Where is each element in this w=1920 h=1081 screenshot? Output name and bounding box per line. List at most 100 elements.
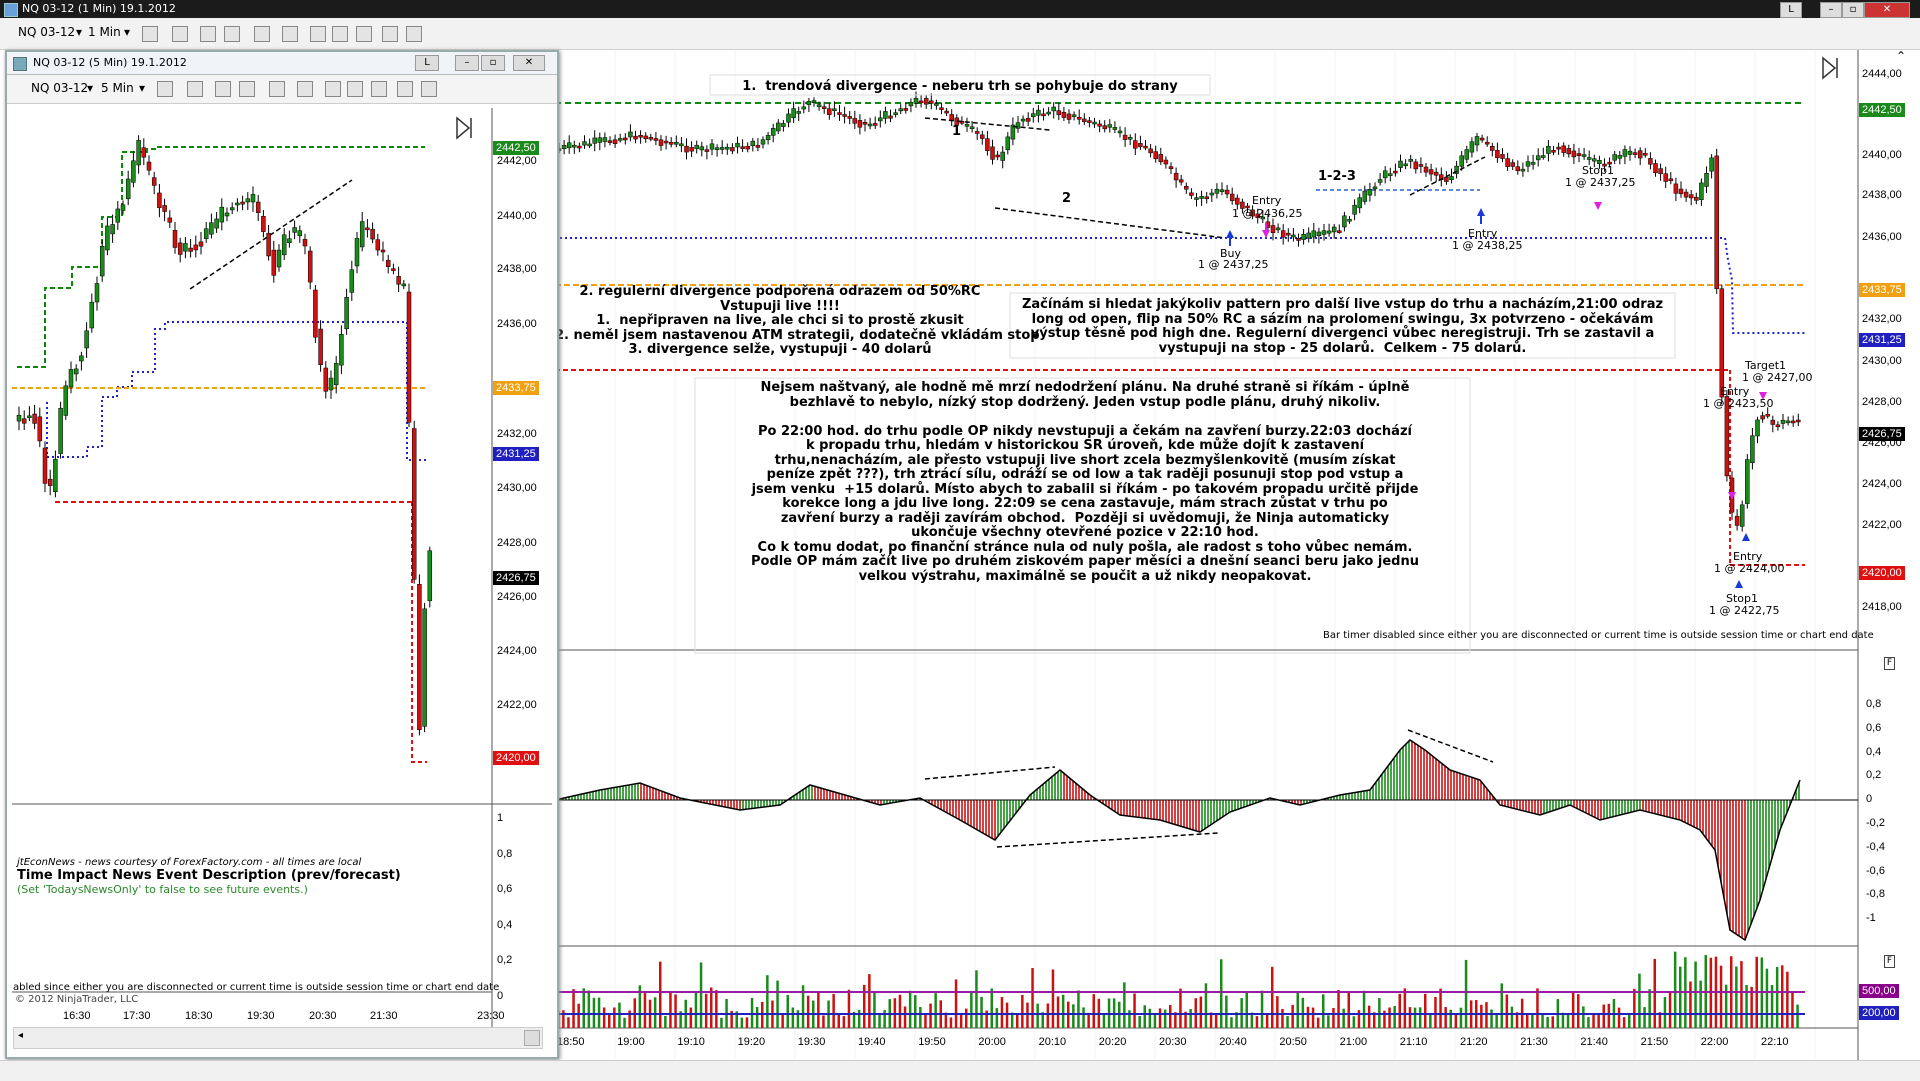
dropdown-chevron-icon[interactable]: ▾	[76, 25, 83, 39]
eraser-icon[interactable]	[224, 26, 240, 42]
main-scrollbar[interactable]	[0, 1060, 1920, 1081]
time-tick-label: 20:20	[1098, 1036, 1127, 1048]
trade-stop-label: Stop1	[1726, 592, 1759, 605]
child-scrollbar[interactable]: ◂	[13, 1027, 543, 1049]
eraser-icon[interactable]	[239, 81, 255, 97]
trade-entry-value: 1 @ 2438,25	[1452, 239, 1523, 252]
time-tick-label: 21:00	[1339, 1036, 1368, 1048]
zoom-icon[interactable]	[297, 81, 313, 97]
interval-selector[interactable]: 5 Min	[101, 81, 134, 95]
close-icon[interactable]: ✕	[1864, 2, 1910, 18]
strategies-icon[interactable]	[347, 81, 363, 97]
time-tick-label: 20:30	[1159, 1036, 1187, 1048]
link-button[interactable]: L	[1780, 2, 1802, 18]
price-tag: 2433,75	[493, 381, 539, 395]
main-chart[interactable]	[0, 50, 1920, 1080]
zoom-icon[interactable]	[282, 26, 298, 42]
time-tick-label: 20:30	[309, 1010, 337, 1022]
minimize-icon[interactable]: –	[1820, 2, 1842, 18]
time-tick-label: 19:30	[247, 1010, 275, 1022]
data-box-icon[interactable]	[421, 81, 437, 97]
price-tick-label: 2418,00	[1862, 601, 1902, 613]
instrument-selector[interactable]: NQ 03-12	[31, 81, 89, 95]
snapshot-icon[interactable]	[382, 26, 398, 42]
trade-entry-value: 1 @ 2436,25	[1232, 207, 1303, 220]
time-tick-label: 18:30	[185, 1010, 213, 1022]
price-tag: 2442,50	[1859, 103, 1905, 117]
scroll-left-icon[interactable]: ◂	[18, 1030, 24, 1041]
child-titlebar: NQ 03-12 (5 Min) 19.1.2012 L – ▫ ✕	[7, 52, 557, 75]
time-tick-label: 19:20	[737, 1036, 766, 1048]
time-tick-label: 22:00	[1700, 1036, 1729, 1048]
properties-icon[interactable]	[356, 26, 372, 42]
snapshot-icon[interactable]	[397, 81, 413, 97]
child-chart[interactable]	[7, 52, 557, 1057]
time-tick-label: 21:10	[1399, 1036, 1428, 1048]
crosshair-icon[interactable]	[254, 26, 270, 42]
strategies-icon[interactable]	[332, 26, 348, 42]
indicators-icon[interactable]	[325, 81, 341, 97]
price-tick-label: 2438,00	[1862, 189, 1902, 201]
osc-tick-label: 0,2	[1866, 769, 1882, 782]
volume-tag: 200,00	[1859, 1006, 1899, 1020]
bar-type-icon[interactable]	[157, 81, 173, 97]
properties-icon[interactable]	[371, 81, 387, 97]
time-tick-label: 19:30	[797, 1036, 826, 1048]
panel-f-icon[interactable]: F	[1884, 955, 1895, 968]
price-tick-label: 2444,00	[1862, 68, 1902, 80]
osc-tick-label: 0,2	[497, 954, 513, 966]
volume-histogram	[557, 951, 1799, 1028]
time-tick-label: 17:30	[123, 1010, 151, 1022]
link-button[interactable]: L	[415, 55, 439, 71]
label-2: 2	[1062, 191, 1072, 206]
scroll-to-end-icon[interactable]	[456, 116, 472, 140]
pencil-draw-icon[interactable]	[172, 26, 188, 42]
price-tick-label: 2432,00	[1862, 313, 1902, 325]
scroll-thumb[interactable]	[524, 1030, 540, 1046]
window-title: NQ 03-12 (1 Min) 19.1.2012	[22, 2, 176, 15]
note-regular-divergence: 2. regulerní divergence podpořená odraze…	[555, 284, 1040, 357]
add-marker-icon[interactable]	[215, 81, 231, 97]
crosshair-icon[interactable]	[269, 81, 285, 97]
news-panel: jtEconNews - news courtesy of ForexFacto…	[17, 857, 487, 896]
osc-tick-label: -0,2	[1866, 817, 1885, 829]
pencil-draw-icon[interactable]	[187, 81, 203, 97]
price-tag: 2431,25	[1859, 333, 1905, 347]
price-tag: 2433,75	[1859, 283, 1905, 297]
time-tick-label: 19:50	[918, 1036, 946, 1048]
price-tick-label: 2438,00	[497, 263, 537, 275]
scroll-to-end-icon[interactable]	[1822, 56, 1838, 80]
time-tick-label: 18:50	[557, 1036, 585, 1048]
bar-type-icon[interactable]	[142, 26, 158, 42]
dropdown-chevron-icon[interactable]: ▾	[124, 25, 131, 39]
price-tick-label: 2432,00	[497, 428, 537, 440]
volume-tag: 500,00	[1859, 984, 1899, 998]
data-box-icon[interactable]	[406, 26, 422, 42]
label-1-2-3: 1-2-3	[1318, 169, 1356, 184]
news-header: Time Impact News Event Description (prev…	[17, 868, 401, 883]
collapse-chevron-icon[interactable]: ⌃	[1896, 49, 1907, 63]
add-marker-icon[interactable]	[200, 26, 216, 42]
indicators-icon[interactable]	[310, 26, 326, 42]
time-tick-label: 21:50	[1640, 1036, 1669, 1048]
price-tick-label: 2430,00	[497, 482, 537, 494]
time-tick-label: 20:00	[978, 1036, 1006, 1048]
maximize-icon[interactable]: ▫	[481, 55, 505, 71]
trade-entry-label: Entry	[1720, 385, 1750, 398]
child-chart-window[interactable]: NQ 03-12 (5 Min) 19.1.2012 L – ▫ ✕ NQ 03…	[5, 50, 559, 1059]
osc-tick-label: -1	[1866, 912, 1876, 925]
price-tick-label: 2428,00	[497, 537, 537, 549]
maximize-icon[interactable]: ▫	[1842, 2, 1864, 18]
dropdown-chevron-icon[interactable]: ▾	[139, 81, 146, 95]
price-tick-label: 2424,00	[497, 645, 537, 657]
price-tick-label: 2440,00	[497, 210, 537, 222]
dropdown-chevron-icon[interactable]: ▾	[87, 81, 94, 95]
interval-selector[interactable]: 1 Min	[88, 25, 121, 39]
instrument-selector[interactable]: NQ 03-12	[18, 25, 76, 39]
price-tick-label: 2442,00	[497, 155, 537, 167]
price-candles	[556, 91, 1801, 532]
news-source: jtEconNews - news courtesy of ForexFacto…	[17, 857, 362, 868]
close-icon[interactable]: ✕	[513, 55, 545, 71]
panel-f-icon[interactable]: F	[1884, 657, 1895, 670]
minimize-icon[interactable]: –	[455, 55, 479, 71]
